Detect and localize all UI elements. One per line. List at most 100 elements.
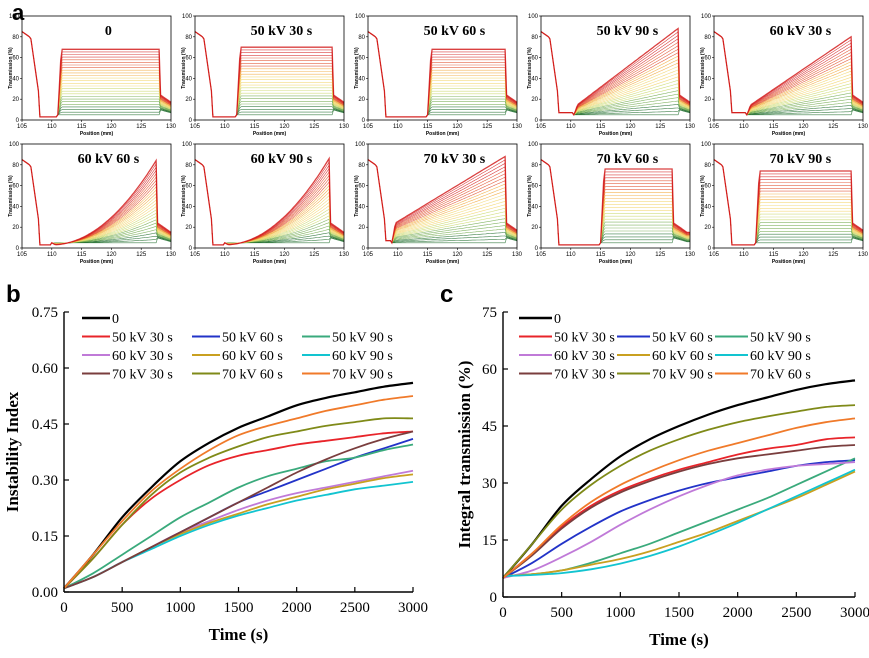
x-tick-label: 105 <box>17 124 28 130</box>
x-axis-label: Position (mm) <box>426 131 460 137</box>
x-tick-label: 120 <box>625 252 636 258</box>
profile-curve <box>194 31 345 118</box>
series-line-0 <box>63 381 414 590</box>
x-tick-label: 110 <box>393 252 403 258</box>
y-tick-label: 40 <box>358 204 365 210</box>
subplot-title: 70 kV 30 s <box>424 152 486 167</box>
profile-curve <box>540 159 690 246</box>
y-tick-label: 0.30 <box>32 473 58 489</box>
subplot-title: 50 kV 30 s <box>251 24 313 39</box>
y-tick-label: 40 <box>531 204 538 210</box>
y-tick-label: 60 <box>531 184 538 190</box>
profile-curve <box>713 159 864 246</box>
x-axis-label: Time (s) <box>209 625 269 644</box>
y-tick-label: 20 <box>704 97 711 103</box>
y-tick-label: 20 <box>12 225 19 231</box>
series-line-8 <box>502 404 856 579</box>
x-tick-label: 125 <box>309 252 320 258</box>
legend-label-4: 60 kV 30 s <box>112 349 173 364</box>
y-axis-label: Transmission (%) <box>8 47 14 89</box>
subplot-title: 60 kV 30 s <box>770 24 832 39</box>
panel-b: 0 500 1000 1500 2000 2500 3000 0.00 0.15 0.30 0.45… <box>3 305 428 644</box>
subplot-0: 105 110 115 120 125 130 0 20 40 60 80 100 Position (… <box>8 14 177 137</box>
legend-label-1: 50 kV 30 s <box>112 331 173 346</box>
x-tick-label: 115 <box>596 252 606 258</box>
legend-label-8: 70 kV 60 s <box>222 368 283 383</box>
y-tick-label: 40 <box>12 76 19 82</box>
x-tick-label: 130 <box>512 124 523 130</box>
x-axis-label: Time (s) <box>649 630 709 649</box>
profile-curve <box>713 159 864 246</box>
subplot-title: 70 kV 60 s <box>597 152 659 167</box>
profile-curve <box>21 158 172 246</box>
y-tick-label: 60 <box>482 362 497 378</box>
y-tick-label: 0.00 <box>32 585 58 601</box>
series-line-3 <box>63 443 414 590</box>
series-line-6 <box>502 468 856 577</box>
profile-curve <box>194 156 345 246</box>
y-tick-label: 100 <box>9 14 20 20</box>
legend-label-5: 60 kV 60 s <box>222 349 283 364</box>
y-axis-label: Transmission (%) <box>527 175 533 217</box>
y-tick-label: 80 <box>185 35 192 41</box>
x-tick-label: 130 <box>166 252 177 258</box>
panel-label-c: c <box>440 281 453 308</box>
y-tick-label: 0 <box>189 246 193 252</box>
profile-curve <box>540 159 690 246</box>
x-tick-label: 130 <box>858 252 869 258</box>
x-axis-label: Position (mm) <box>253 259 287 265</box>
y-tick-label: 0 <box>708 118 712 124</box>
x-tick-label: 130 <box>512 252 523 258</box>
y-axis-label: Transmission (%) <box>700 175 706 217</box>
profile-curve <box>540 159 690 246</box>
y-tick-label: 0 <box>16 246 20 252</box>
series-line-6 <box>63 481 414 590</box>
x-tick-label: 110 <box>220 124 230 130</box>
x-axis-label: Position (mm) <box>426 259 460 265</box>
profile-curve <box>713 159 864 246</box>
x-tick-label: 125 <box>828 252 839 258</box>
profile-curve <box>713 159 864 246</box>
y-axis-label: Transmission (%) <box>8 175 14 217</box>
y-tick-label: 20 <box>185 97 192 103</box>
y-tick-label: 100 <box>701 142 712 148</box>
legend-label-1: 50 kV 30 s <box>554 331 615 346</box>
profile-curve <box>21 31 172 118</box>
profile-curve <box>713 159 864 246</box>
subplot-title: 60 kV 60 s <box>78 152 140 167</box>
y-tick-label: 20 <box>12 97 19 103</box>
y-tick-label: 100 <box>355 14 366 20</box>
y-tick-label: 0 <box>708 246 712 252</box>
profile-curve <box>713 31 864 117</box>
profile-curve <box>540 159 690 246</box>
y-tick-label: 100 <box>701 14 712 20</box>
profile-curve <box>713 159 864 246</box>
y-tick-label: 100 <box>528 142 539 148</box>
subplot-frame <box>540 15 691 121</box>
legend-label-4: 60 kV 30 s <box>554 349 615 364</box>
subplot-frame <box>367 15 518 121</box>
x-axis-label: Position (mm) <box>772 131 806 137</box>
y-tick-label: 80 <box>358 35 365 41</box>
x-tick-label: 110 <box>47 124 57 130</box>
y-tick-label: 0 <box>362 118 366 124</box>
legend-label-9: 70 kV 90 s <box>332 368 393 383</box>
x-axis-label: Position (mm) <box>253 131 287 137</box>
profile-curve <box>540 159 690 246</box>
profile-curve <box>713 159 864 246</box>
profile-curve <box>540 159 690 246</box>
profile-curve <box>540 159 690 246</box>
y-tick-label: 100 <box>9 142 20 148</box>
y-tick-label: 0 <box>16 118 20 124</box>
x-tick-label: 130 <box>166 124 177 130</box>
panel-c: 0 500 1000 1500 2000 2500 3000 0 15 30 45 60 75 Time … <box>455 305 869 649</box>
subplot-9: 105 110 115 120 125 130 0 20 40 60 80 100 Position (… <box>700 142 869 265</box>
y-tick-label: 80 <box>704 163 711 169</box>
series-line-7 <box>63 430 414 590</box>
y-tick-label: 0.15 <box>32 529 58 545</box>
y-tick-label: 20 <box>531 97 538 103</box>
profile-curve <box>713 159 864 246</box>
profile-curve <box>713 159 864 246</box>
subplot-3: 105 110 115 120 125 130 0 20 40 60 80 100 Position (… <box>527 14 696 137</box>
profile-curve <box>713 159 864 246</box>
